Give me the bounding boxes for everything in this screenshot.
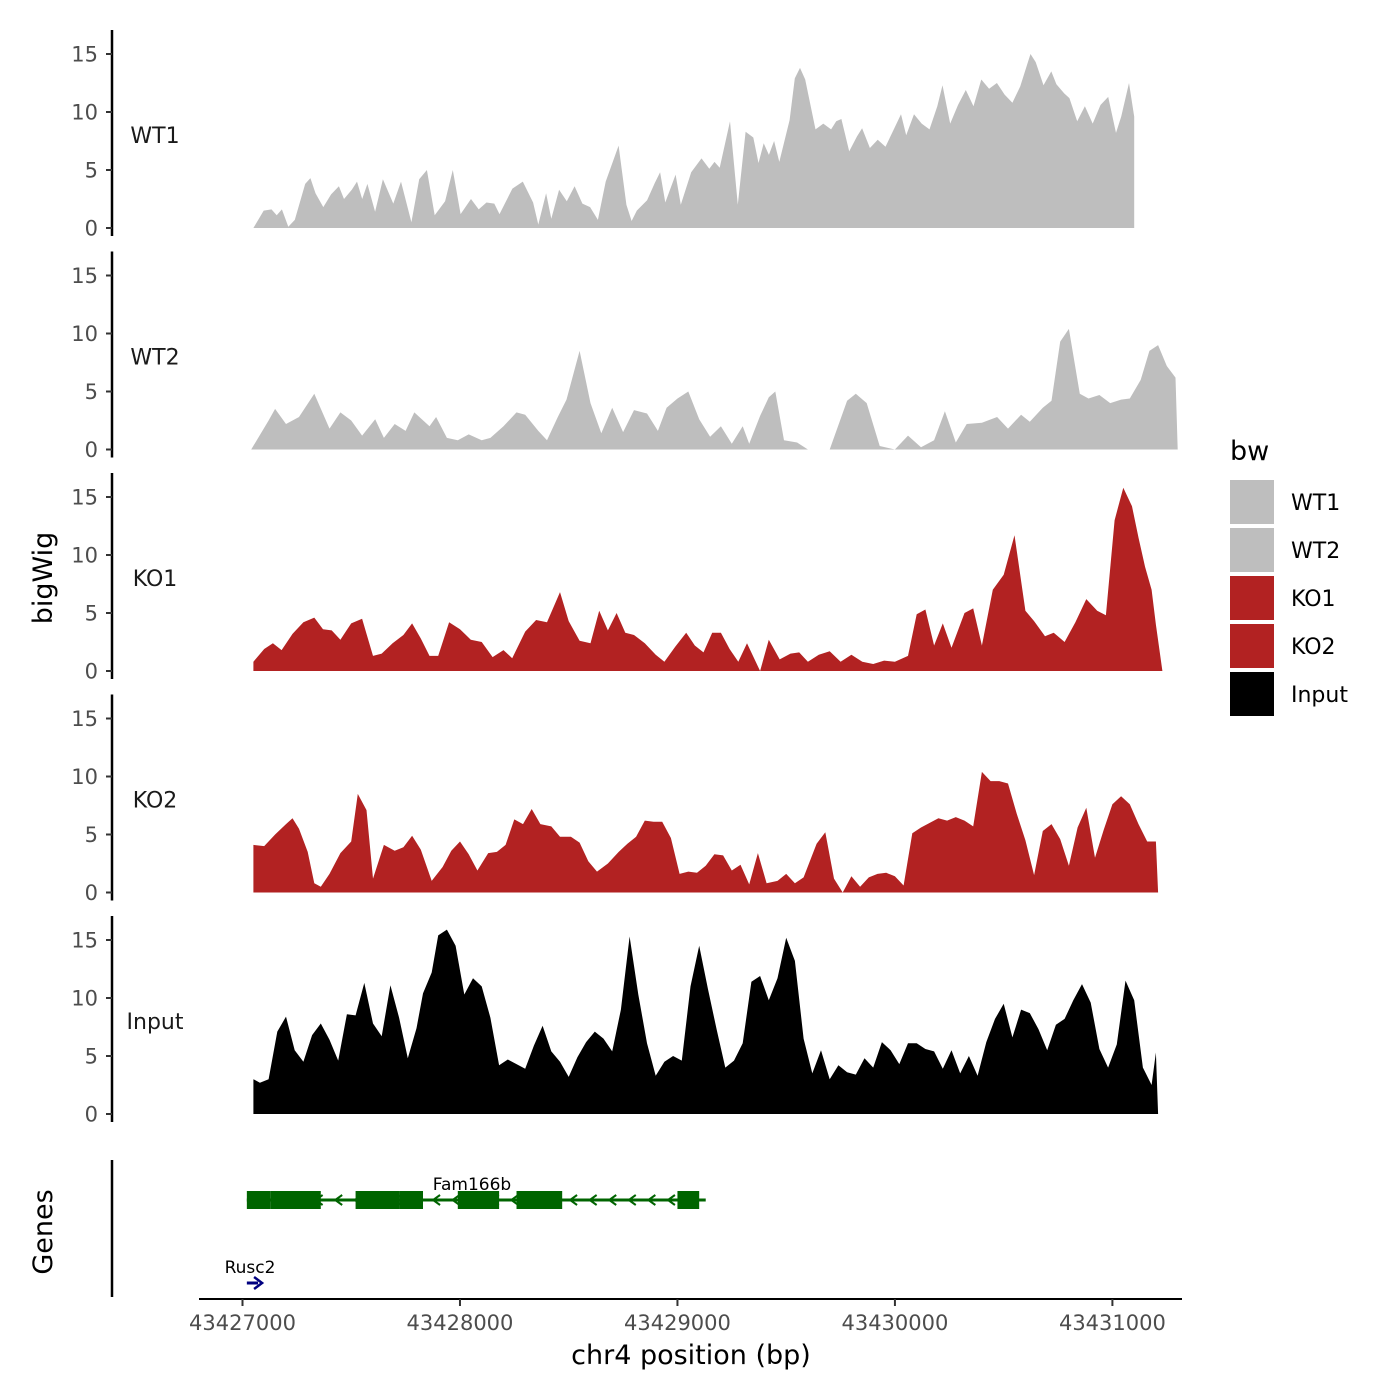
legend-key-input xyxy=(1230,672,1274,716)
strand-arrow xyxy=(627,1194,637,1206)
strand-arrow xyxy=(587,1194,598,1206)
track-label: KO2 xyxy=(133,789,178,814)
track-label: KO1 xyxy=(133,567,178,592)
area-ko1 xyxy=(253,487,1163,671)
area-ko2 xyxy=(253,771,1159,893)
strand-arrow xyxy=(666,1194,676,1206)
y-tick-label: 5 xyxy=(85,159,98,183)
area-wt1 xyxy=(253,54,1135,228)
legend-label-ko2: KO2 xyxy=(1291,635,1336,660)
y-tick-label: 15 xyxy=(71,929,98,953)
legend-title: bw xyxy=(1230,436,1269,467)
y-axis-title: bigWig xyxy=(28,532,59,625)
gene-exon xyxy=(516,1191,563,1209)
legend-label-ko1: KO1 xyxy=(1291,587,1336,612)
x-tick-label: 43431000 xyxy=(1059,1311,1166,1335)
gene-exon xyxy=(399,1191,424,1209)
legend-label-input: Input xyxy=(1291,683,1348,708)
gene-exon xyxy=(355,1191,400,1209)
legend-label-wt1: WT1 xyxy=(1291,491,1340,516)
x-tick-label: 43428000 xyxy=(407,1311,514,1335)
strand-arrow xyxy=(450,1194,461,1206)
track-label: Input xyxy=(127,1010,184,1035)
legend-key-ko1 xyxy=(1230,576,1274,620)
y-tick-label: 10 xyxy=(71,544,98,568)
y-tick-label: 0 xyxy=(85,217,98,241)
y-tick-label: 5 xyxy=(85,1045,98,1069)
area-input xyxy=(253,929,1159,1114)
legend-key-wt1 xyxy=(1230,480,1274,524)
strand-arrow xyxy=(607,1194,617,1206)
legend: bw WT1 WT2 KO1 KO2 Input xyxy=(1230,436,1348,716)
y-tick-label: 15 xyxy=(71,264,98,288)
y-tick-label: 0 xyxy=(85,1103,98,1127)
strand-arrow xyxy=(431,1194,441,1206)
y-tick-label: 10 xyxy=(71,322,98,346)
y-tick-label: 0 xyxy=(85,881,98,905)
y-tick-label: 15 xyxy=(71,486,98,510)
strand-arrow xyxy=(253,1276,265,1290)
strand-arrow xyxy=(646,1194,656,1206)
track-ko2: 0 5 10 15 KO2 xyxy=(71,694,1159,905)
gene-label: Rusc2 xyxy=(225,1258,276,1278)
track-input: 0 5 10 15 Input xyxy=(71,916,1159,1127)
x-tick-label: 43430000 xyxy=(841,1311,948,1335)
legend-key-wt2 xyxy=(1230,528,1274,572)
gene-exon xyxy=(457,1191,500,1209)
y-tick-label: 15 xyxy=(71,707,98,731)
track-label: WT2 xyxy=(130,346,179,371)
gene-exon xyxy=(677,1191,700,1209)
y-tick-label: 10 xyxy=(71,987,98,1011)
y-tick-label: 15 xyxy=(71,43,98,67)
x-axis: chr4 position (bp) 43427000 43428000 43429… xyxy=(189,1298,1182,1371)
genes-panel: Genes Fam166b Rusc2 xyxy=(28,1160,706,1297)
area-wt2 xyxy=(251,328,1178,450)
x-tick-label: 43427000 xyxy=(189,1311,296,1335)
legend-key-ko2 xyxy=(1230,624,1274,668)
track-wt1: 0 5 10 15 WT1 xyxy=(71,30,1135,241)
track-ko1: 0 5 10 15 KO1 xyxy=(71,473,1163,684)
y-tick-label: 5 xyxy=(85,602,98,626)
y-tick-label: 10 xyxy=(71,101,98,125)
strand-arrow xyxy=(568,1194,578,1206)
x-axis-title: chr4 position (bp) xyxy=(571,1340,811,1371)
track-label: WT1 xyxy=(130,124,179,149)
strand-arrow xyxy=(333,1194,343,1206)
gene-rusc2: Rusc2 xyxy=(225,1258,276,1290)
y-tick-label: 10 xyxy=(71,765,98,789)
legend-label-wt2: WT2 xyxy=(1291,539,1340,564)
gene-exon xyxy=(270,1191,321,1209)
tracks-group: 0 5 10 15 WT1 0 5 10 15 WT2 0 5 10 15 KO1 0 5 10 15 KO2 0 5 10… xyxy=(71,30,1178,1127)
y-tick-label: 5 xyxy=(85,380,98,404)
strand-arrow xyxy=(509,1194,519,1206)
gene-fam166b: Fam166b xyxy=(246,1175,706,1209)
y-tick-label: 0 xyxy=(85,660,98,684)
x-tick-label: 43429000 xyxy=(624,1311,731,1335)
track-wt2: 0 5 10 15 WT2 xyxy=(71,251,1178,462)
gene-exon xyxy=(246,1191,271,1209)
y-tick-label: 5 xyxy=(85,823,98,847)
gene-label: Fam166b xyxy=(433,1175,511,1195)
y-tick-label: 0 xyxy=(85,438,98,462)
genes-axis-title: Genes xyxy=(28,1189,59,1274)
